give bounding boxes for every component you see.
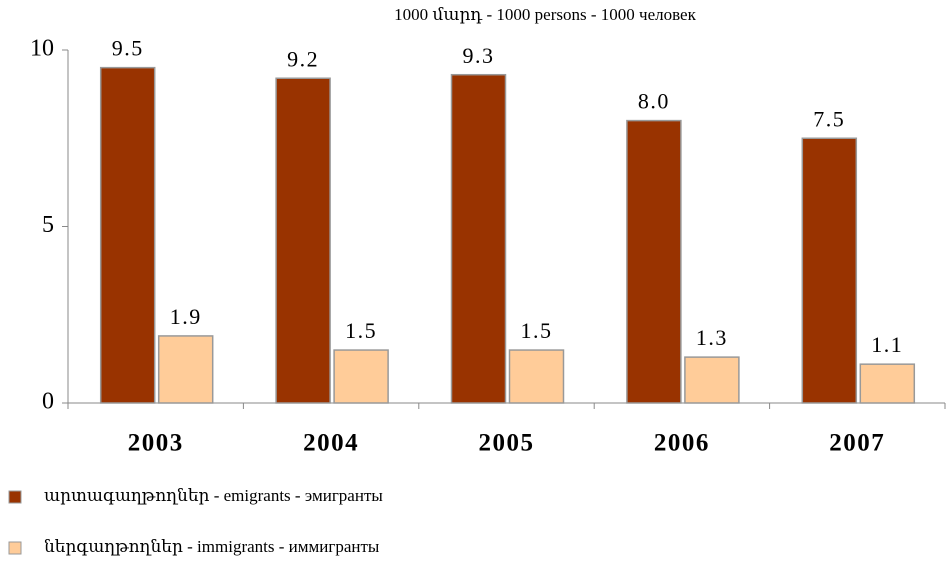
bar <box>157 335 214 404</box>
bar <box>275 77 331 404</box>
value-label: 9.3 <box>463 43 495 68</box>
chart-title: 1000 մարդ - 1000 persons - 1000 человек <box>394 5 696 24</box>
value-label: 9.2 <box>287 46 319 71</box>
value-label: 1.3 <box>696 325 728 350</box>
value-label: 1.9 <box>170 304 202 329</box>
bar <box>801 137 858 404</box>
x-tick-label: 2005 <box>479 430 535 457</box>
value-label: 1.5 <box>521 318 553 343</box>
legend-swatch <box>8 490 22 504</box>
value-label: 8.0 <box>638 89 670 114</box>
bar <box>684 356 740 404</box>
value-label: 1.1 <box>871 332 903 357</box>
value-label: 9.5 <box>112 36 144 61</box>
legend-label: ներգաղթողներ - immigrants - иммигранты <box>44 537 380 556</box>
y-tick-label: 10 <box>30 36 54 62</box>
x-tick-label: 2004 <box>303 430 359 457</box>
bar <box>450 73 507 404</box>
y-tick-label: 0 <box>42 389 54 415</box>
bar <box>333 349 389 404</box>
value-label: 1.5 <box>345 318 377 343</box>
legend-label: արտագաղթողներ - emigrants - эмигранты <box>44 486 383 505</box>
x-tick-label: 2003 <box>128 430 184 457</box>
legend-swatch <box>8 541 22 555</box>
value-label: 7.5 <box>813 106 845 131</box>
bar <box>859 363 916 404</box>
x-tick-label: 2007 <box>829 430 885 457</box>
bar <box>99 66 156 404</box>
x-tick-label: 2006 <box>654 430 710 457</box>
bar <box>626 119 682 404</box>
bar <box>508 349 565 404</box>
y-tick-label: 5 <box>42 212 54 238</box>
